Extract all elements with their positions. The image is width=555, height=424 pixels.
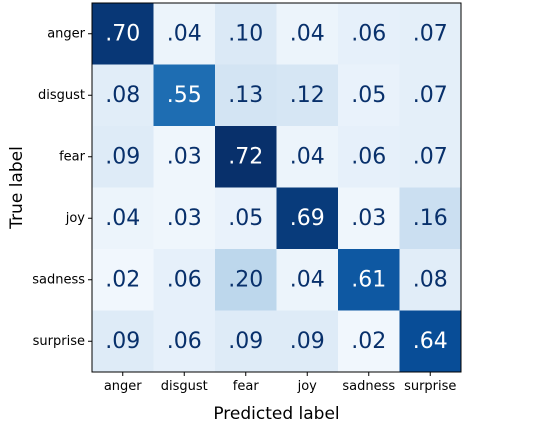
cell-value-label: .04 [290,144,325,169]
heatmap-cells [92,3,462,373]
cell-value-label: .04 [167,21,202,46]
cell-value-label: .12 [290,83,325,108]
heatmap-cell [153,3,216,65]
heatmap-cell [92,64,154,127]
cell-value-label: .10 [228,21,263,46]
cell-value-label: .72 [228,144,263,169]
x-tick-label: disgust [161,379,208,394]
y-tick-label: anger [47,26,85,41]
cell-value-label: .04 [290,267,325,292]
cell-value-label: .06 [167,267,202,292]
cell-value-label: .08 [105,83,140,108]
heatmap-cell [399,3,462,65]
heatmap-cell [153,249,216,311]
heatmap-cell [399,310,462,373]
x-tick-label: anger [104,379,142,394]
heatmap-cell [338,3,400,65]
heatmap-cell-labels: .70 .04 .10 .04 .06 .07 .08 .55 .13 .12 .05 .07 .09.… [105,21,448,354]
heatmap-cell [92,249,154,311]
cell-value-label: .08 [413,267,448,292]
heatmap-cell [92,310,154,373]
cell-value-label: .07 [413,144,448,169]
cell-value-label: .16 [413,206,448,231]
cell-value-label: .06 [167,329,202,354]
heatmap-cell [153,187,216,250]
heatmap-cell [338,126,400,188]
x-tick-label: surprise [404,379,456,394]
cell-value-label: .04 [105,206,140,231]
cell-value-label: .07 [413,83,448,108]
cell-value-label: .61 [351,267,386,292]
cell-value-label: .05 [351,83,386,108]
cell-value-label: .03 [167,144,202,169]
heatmap-cell [153,64,216,127]
cell-value-label: .03 [167,206,202,231]
heatmap-cell [399,249,462,311]
heatmap-cell [276,3,339,65]
heatmap-cell [215,64,277,127]
x-tick-label: fear [233,379,260,394]
heatmap-cell [338,187,400,250]
cell-value-label: .09 [105,329,140,354]
heatmap-cell [215,187,277,250]
y-tick-label: surprise [33,334,85,349]
heatmap-cell [276,310,339,373]
y-tick-label: disgust [38,88,85,103]
heatmap-cell [338,64,400,127]
cell-value-label: .20 [228,267,263,292]
cell-value-label: .13 [228,83,263,108]
y-tick-label: joy [65,211,86,226]
cell-value-label: .55 [167,83,202,108]
heatmap-cell [338,249,400,311]
heatmap-cell [92,3,154,65]
cell-value-label: .05 [228,206,263,231]
cell-value-label: .70 [105,21,140,46]
y-tick-label: sadness [32,272,85,287]
heatmap-cell [153,126,216,188]
heatmap-cell [338,310,400,373]
heatmap-cell [215,249,277,311]
x-axis-label: Predicted label [213,404,339,424]
heatmap-cell [276,249,339,311]
heatmap-cell [276,126,339,188]
y-axis-ticks: anger disgust fear joy sadness surprise [32,26,92,349]
cell-value-label: .06 [351,144,386,169]
cell-value-label: .03 [351,206,386,231]
heatmap-cell [399,64,462,127]
heatmap-cell [276,64,339,127]
cell-value-label: .04 [290,21,325,46]
cell-value-label: .64 [413,329,448,354]
cell-value-label: .02 [105,267,140,292]
cell-value-label: .09 [228,329,263,354]
y-tick-label: fear [59,149,86,164]
heatmap-cell [399,187,462,250]
cell-value-label: .69 [290,206,325,231]
heatmap-cell [92,126,154,188]
cell-value-label: .02 [351,329,386,354]
plot-frame [91,2,462,373]
heatmap-cell [399,126,462,188]
cell-value-label: .06 [351,21,386,46]
cell-value-label: .09 [290,329,325,354]
heatmap-cell [215,3,277,65]
heatmap-cell [215,126,277,188]
heatmap-cell [215,310,277,373]
cell-value-label: .09 [105,144,140,169]
heatmap-cell [276,187,339,250]
heatmap-cell [92,187,154,250]
x-axis-ticks: anger disgust fear joy sadness surprise [104,372,456,394]
heatmap-cell [153,310,216,373]
x-tick-label: sadness [342,379,395,394]
y-axis-label: True label [7,146,27,230]
x-tick-label: joy [297,379,318,394]
cell-value-label: .07 [413,21,448,46]
